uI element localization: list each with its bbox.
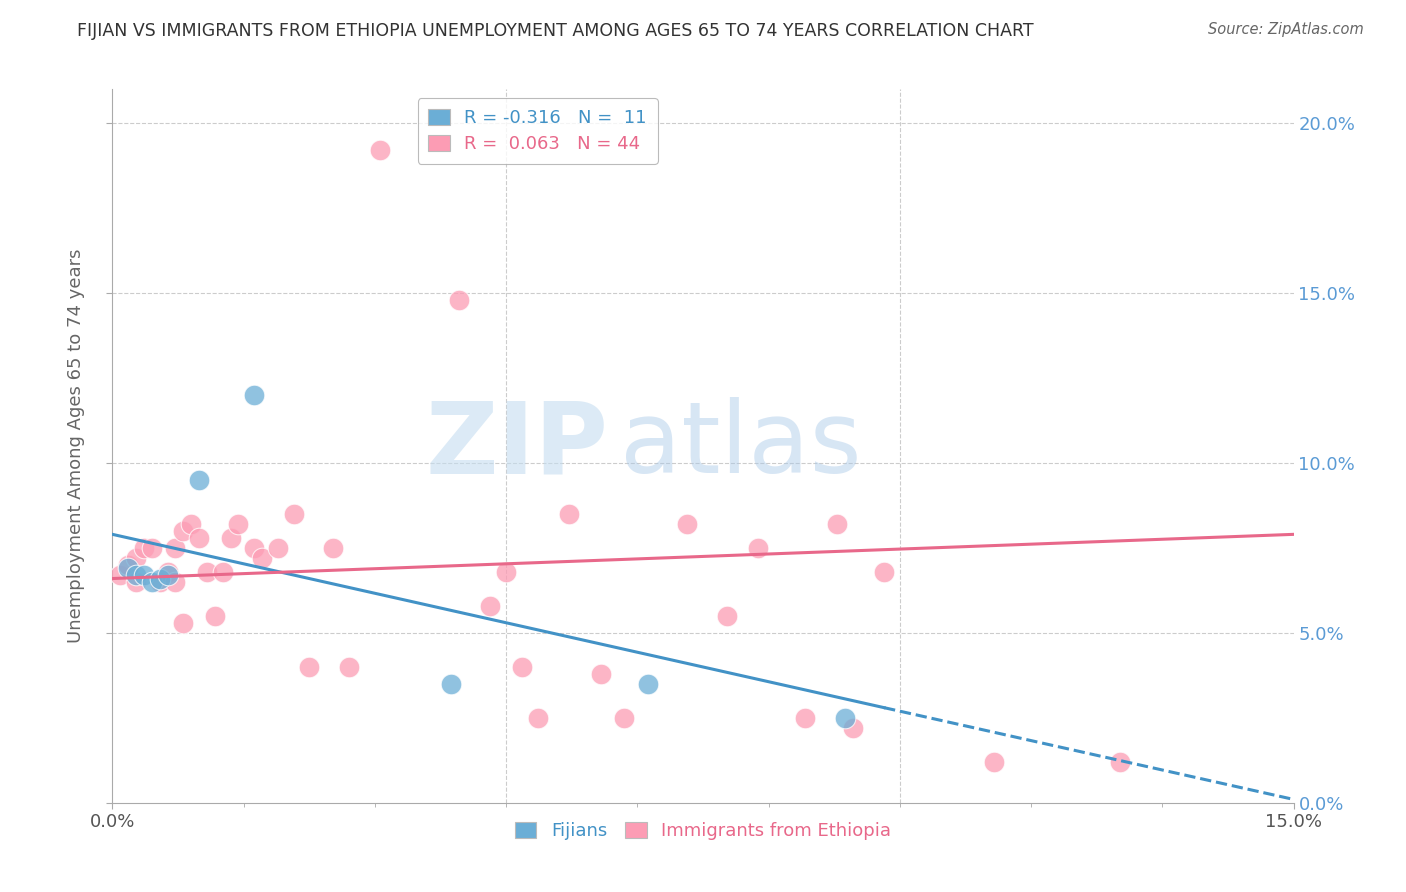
Point bbox=[243, 541, 266, 555]
Point bbox=[250, 551, 273, 566]
Point bbox=[794, 711, 817, 725]
Point bbox=[747, 541, 769, 555]
Point bbox=[495, 565, 517, 579]
Point bbox=[165, 574, 187, 589]
Point bbox=[141, 574, 163, 589]
Text: Source: ZipAtlas.com: Source: ZipAtlas.com bbox=[1208, 22, 1364, 37]
Point bbox=[141, 541, 163, 555]
Point bbox=[172, 524, 194, 538]
Point bbox=[117, 558, 139, 572]
Point bbox=[368, 144, 391, 158]
Point bbox=[983, 755, 1005, 769]
Point bbox=[172, 615, 194, 630]
Point bbox=[322, 541, 344, 555]
Point bbox=[447, 293, 470, 307]
Point bbox=[637, 677, 659, 691]
Point bbox=[716, 608, 738, 623]
Point bbox=[873, 565, 896, 579]
Point bbox=[440, 677, 463, 691]
Point bbox=[195, 565, 218, 579]
Point bbox=[825, 517, 848, 532]
Point bbox=[613, 711, 636, 725]
Point bbox=[676, 517, 699, 532]
Point bbox=[156, 568, 179, 582]
Point bbox=[149, 572, 172, 586]
Point bbox=[219, 531, 242, 545]
Point bbox=[834, 711, 856, 725]
Point bbox=[558, 507, 581, 521]
Point bbox=[180, 517, 202, 532]
Point bbox=[125, 551, 148, 566]
Y-axis label: Unemployment Among Ages 65 to 74 years: Unemployment Among Ages 65 to 74 years bbox=[67, 249, 86, 643]
Point bbox=[204, 608, 226, 623]
Point bbox=[125, 568, 148, 582]
Text: atlas: atlas bbox=[620, 398, 862, 494]
Point bbox=[298, 660, 321, 674]
Point bbox=[188, 473, 211, 487]
Point bbox=[267, 541, 290, 555]
Point bbox=[510, 660, 533, 674]
Point bbox=[125, 574, 148, 589]
Point bbox=[188, 531, 211, 545]
Point bbox=[156, 565, 179, 579]
Point bbox=[117, 561, 139, 575]
Point bbox=[283, 507, 305, 521]
Point bbox=[1109, 755, 1132, 769]
Point bbox=[589, 666, 612, 681]
Text: FIJIAN VS IMMIGRANTS FROM ETHIOPIA UNEMPLOYMENT AMONG AGES 65 TO 74 YEARS CORREL: FIJIAN VS IMMIGRANTS FROM ETHIOPIA UNEMP… bbox=[77, 22, 1033, 40]
Point bbox=[479, 599, 502, 613]
Point bbox=[243, 388, 266, 402]
Point bbox=[132, 541, 155, 555]
Point bbox=[228, 517, 250, 532]
Text: ZIP: ZIP bbox=[426, 398, 609, 494]
Legend: Fijians, Immigrants from Ethiopia: Fijians, Immigrants from Ethiopia bbox=[508, 814, 898, 847]
Point bbox=[841, 721, 863, 735]
Point bbox=[132, 568, 155, 582]
Point bbox=[526, 711, 548, 725]
Point bbox=[165, 541, 187, 555]
Point bbox=[149, 574, 172, 589]
Point bbox=[337, 660, 360, 674]
Point bbox=[110, 568, 132, 582]
Point bbox=[211, 565, 233, 579]
